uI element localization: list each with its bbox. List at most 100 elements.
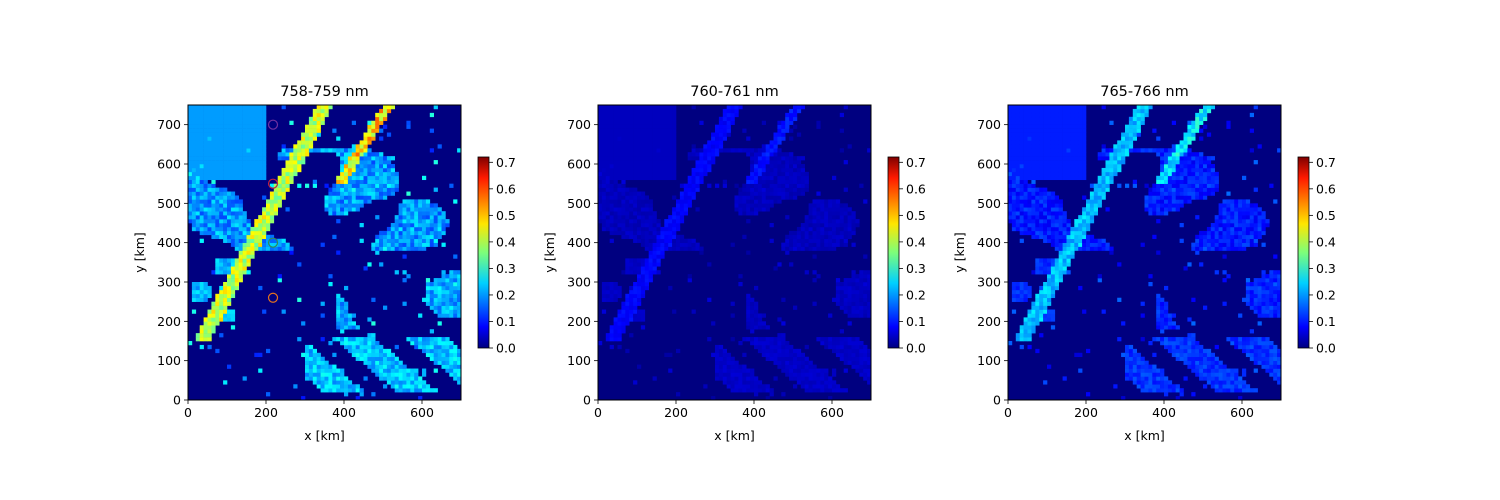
heatmap-cell [676,226,681,232]
heatmap-cell [1027,293,1032,299]
heatmap-cell [1031,234,1036,240]
heatmap-cell [656,116,661,122]
heatmap-cell [347,384,353,389]
heatmap-cell [598,175,603,181]
x-tick-label: 400 [742,405,766,420]
heatmap-cell [1023,175,1028,181]
heatmap-cell [433,356,438,361]
heatmap-cell [812,384,817,389]
heatmap-cell [851,274,856,279]
heatmap-cell [1008,124,1013,129]
heatmap-cell [211,152,216,157]
heatmap-cell [207,128,212,133]
heatmap-cell [230,105,236,110]
heatmap-cell [789,183,794,188]
heatmap-cell [195,207,200,212]
heatmap-cell [839,301,844,306]
heatmap-cell [425,344,431,350]
heatmap-cell [1031,171,1036,177]
heatmap-cell [625,164,630,169]
heatmap-cell [242,112,247,118]
heatmap-cell [1015,226,1020,232]
heatmap-cell [781,341,786,346]
heatmap-cell [1043,195,1048,200]
heatmap-cell [843,293,848,299]
heatmap-cell [656,262,661,267]
heatmap-cell [449,344,454,350]
heatmap-cell [277,274,282,279]
heatmap-cell [1031,301,1036,306]
heatmap-cell [191,156,197,161]
heatmap-cell [320,360,325,365]
heatmap-cell [305,364,310,369]
heatmap-cell [234,148,239,153]
heatmap-cell [1039,164,1044,169]
heatmap-cell [640,160,646,165]
heatmap-cell [644,246,649,251]
heatmap-cell [656,148,661,153]
heatmap-cell [1078,156,1083,161]
heatmap-cell [851,285,856,291]
heatmap-cell [351,187,356,192]
heatmap-cell [1019,215,1024,220]
heatmap-cell [637,313,642,318]
heatmap-cell [1070,156,1075,161]
heatmap-cell [652,246,657,251]
heatmap-cell [839,352,844,358]
heatmap-cell [207,344,212,350]
heatmap-cell [211,175,216,181]
heatmap-cell [785,348,790,354]
heatmap-cell [394,360,399,365]
heatmap-cell [1125,140,1130,145]
heatmap-cell [800,175,805,181]
heatmap-cell [648,128,653,133]
heatmap-cell [211,167,216,173]
heatmap-cell [804,183,809,188]
heatmap-cell [613,230,618,236]
heatmap-cell [215,175,220,181]
heatmap-cell [1097,156,1102,161]
heatmap-cell [1132,179,1137,184]
heatmap-cell [1019,293,1024,299]
heatmap-cell [1140,360,1145,365]
heatmap-cell [832,223,837,228]
heatmap-cell [625,301,630,306]
heatmap-cell [379,242,384,247]
heatmap-cell [1023,120,1028,125]
heatmap-cell [258,242,263,247]
heatmap-cell [812,301,817,306]
heatmap-cell [1031,207,1036,212]
heatmap-cell [1043,297,1048,302]
heatmap-cell [211,309,216,314]
heatmap-cell [1050,258,1056,263]
heatmap-cell [425,226,431,232]
heatmap-cell [429,301,434,306]
heatmap-cell [1039,317,1044,322]
heatmap-cell [789,360,794,365]
heatmap-cell [351,175,356,181]
heatmap-cell [605,112,610,118]
heatmap-cell [1023,179,1028,184]
heatmap-cell [804,187,809,192]
heatmap-cell [199,191,204,196]
heatmap-cell [1043,223,1048,228]
heatmap-cell [1136,364,1141,369]
heatmap-cell [394,226,399,232]
heatmap-cell [449,341,454,346]
heatmap-cell [1086,207,1091,212]
heatmap-cell [820,238,825,243]
heatmap-cell [715,368,720,373]
heatmap-cell [211,211,216,216]
heatmap-cell [707,183,712,188]
heatmap-cell [1023,152,1028,157]
heatmap-cell [1043,309,1048,314]
heatmap-cell [773,337,778,342]
heatmap-cell [598,211,603,216]
heatmap-cell [227,199,232,204]
heatmap-cell [188,179,193,184]
heatmap-cell [847,360,852,365]
heatmap-cell [715,136,720,141]
heatmap-cell [394,238,399,243]
heatmap-cell [867,380,872,385]
heatmap-cell [1023,144,1028,149]
